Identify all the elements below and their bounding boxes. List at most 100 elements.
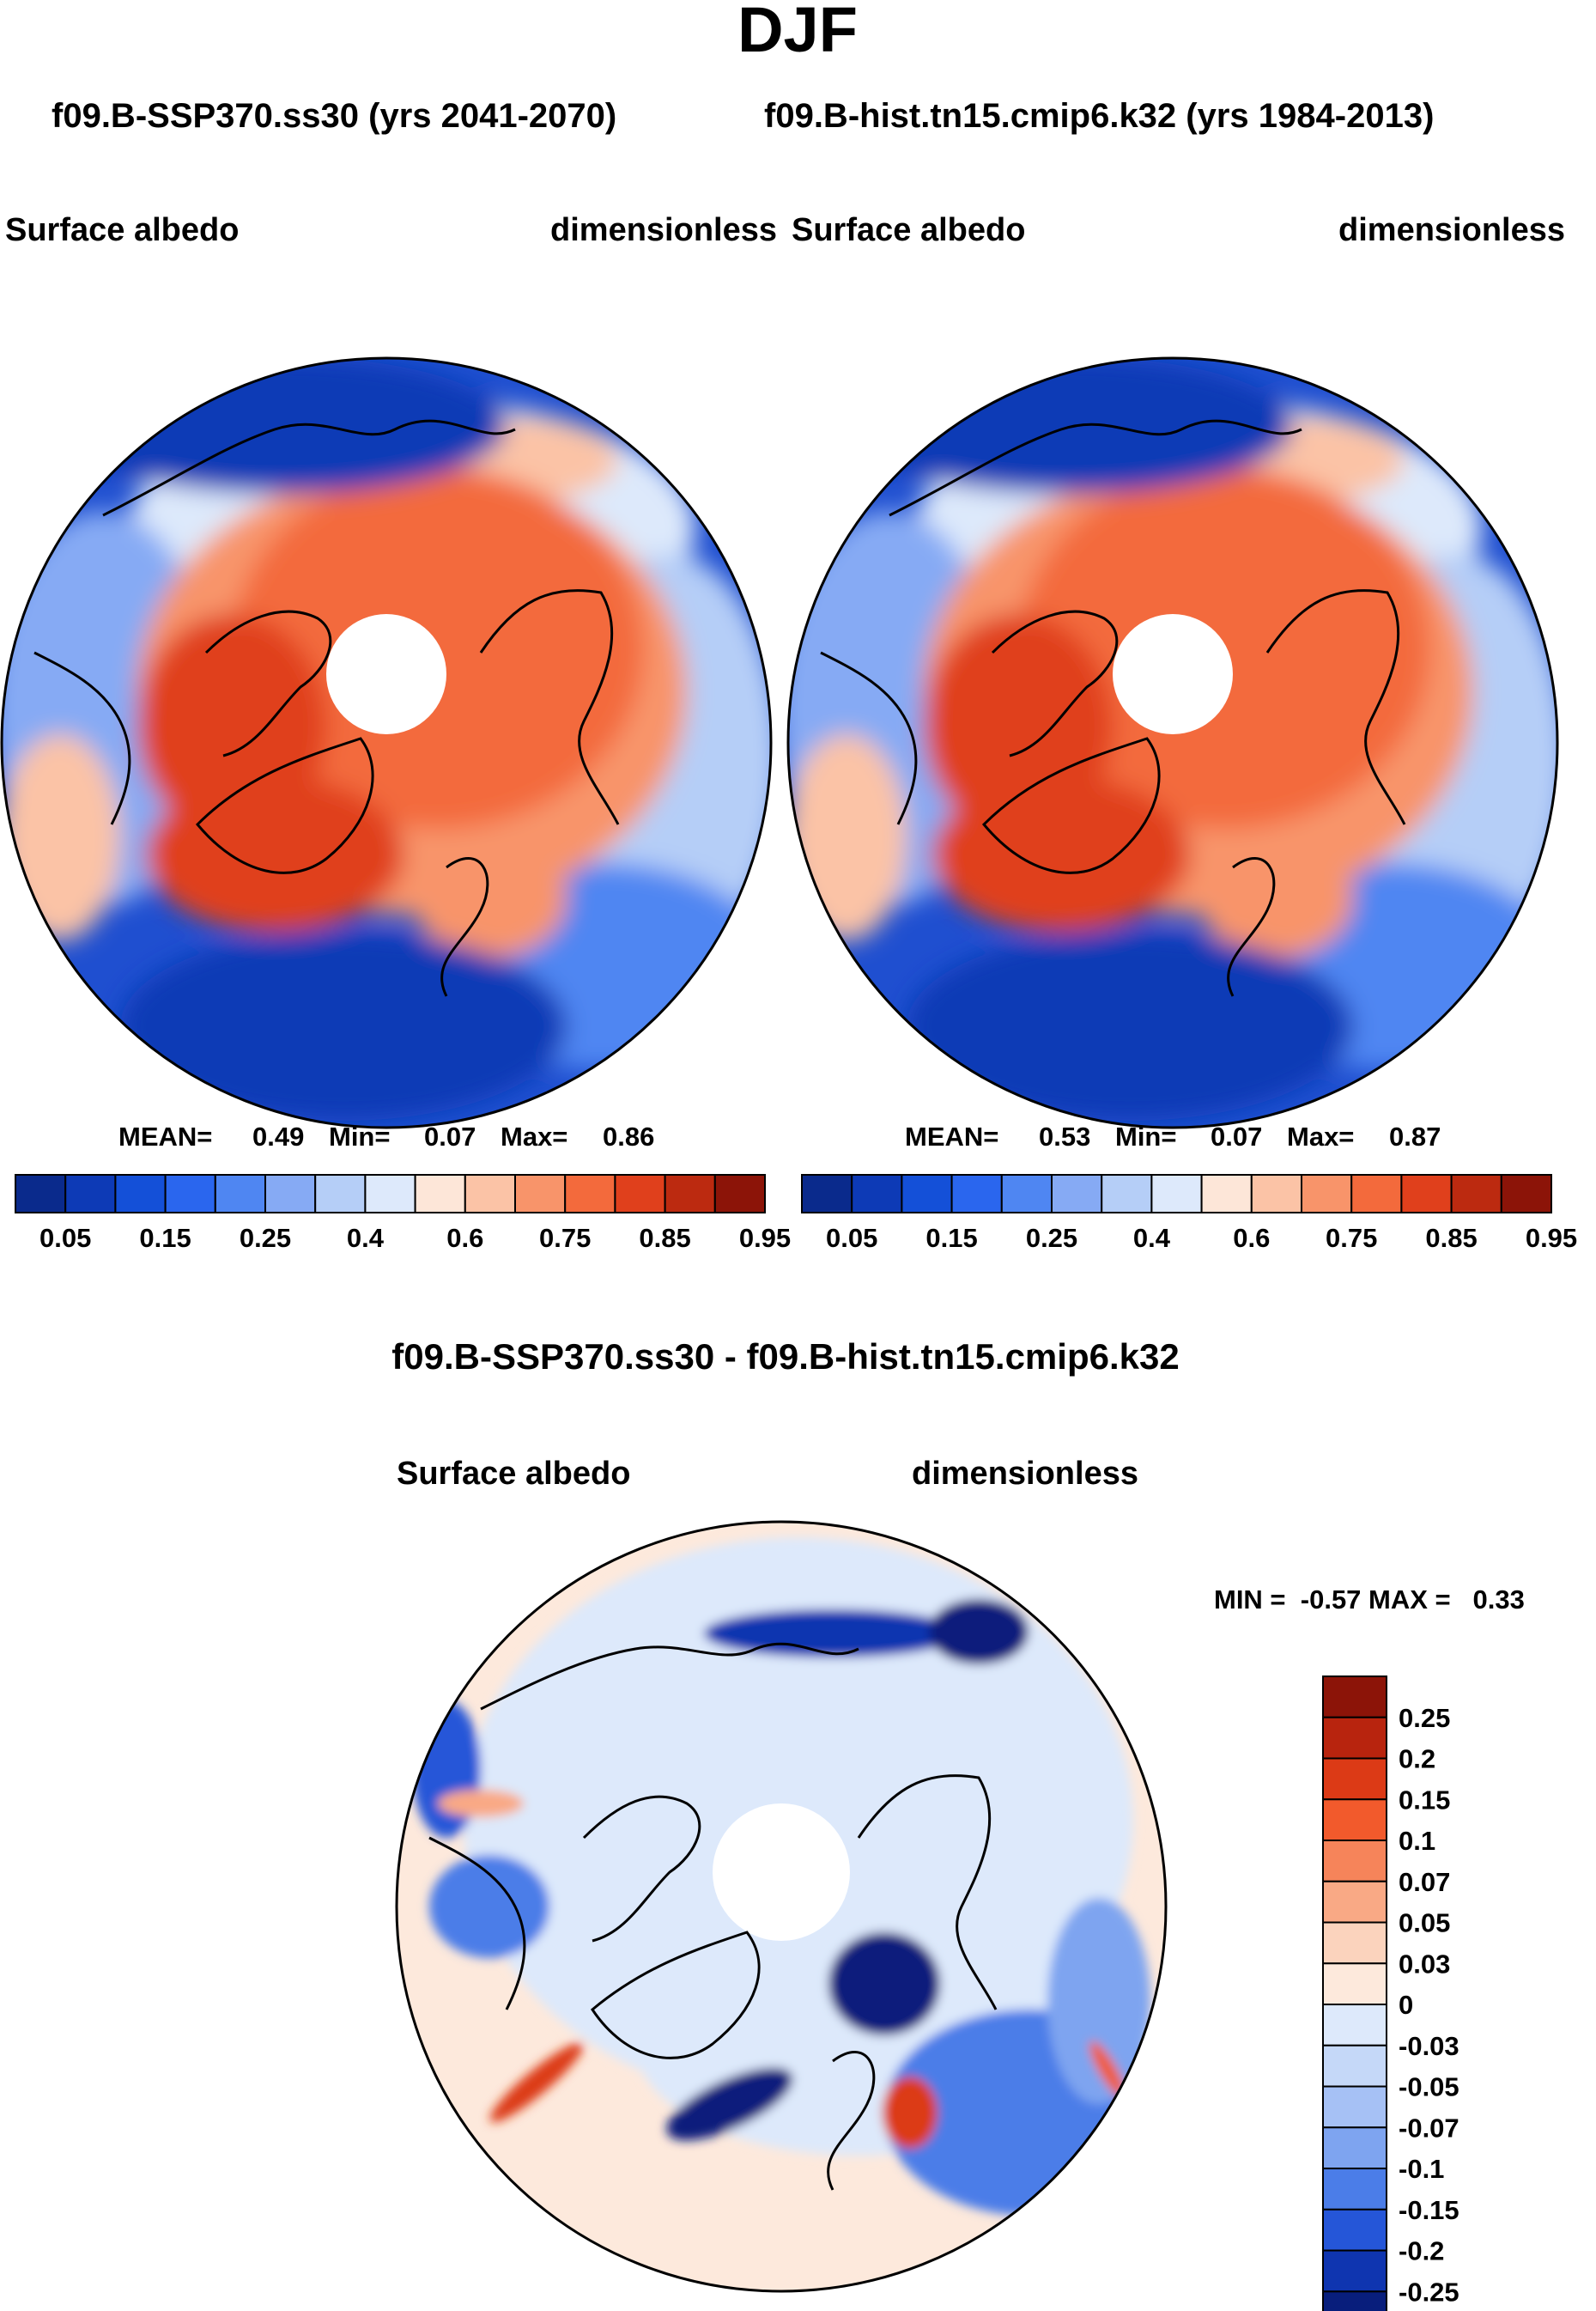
panel-future: Surface albedo dimensionless MEAN= 0.49 … [0,212,791,1253]
svg-text:Max=: Max= [1287,1122,1354,1152]
colorbar-swatch [1000,1174,1053,1213]
panel-future-map [0,348,781,1138]
colorbar-swatch [1322,2290,1387,2311]
colorbar-swatch [564,1174,616,1213]
colorbar-swatch [314,1174,367,1213]
colorbar-swatch [1322,1675,1387,1718]
colorbar-tick-label: -0.25 [1399,2277,1459,2307]
colorbar-swatch [64,1174,117,1213]
colorbar-tick-label: -0.2 [1399,2236,1444,2266]
colorbar-swatch [114,1174,167,1213]
colorbar-swatch [1322,1840,1387,1882]
colorbar-swatch [264,1174,317,1213]
colorbar-swatch [514,1174,567,1213]
colorbar-swatch [901,1174,953,1213]
colorbar-swatch [164,1174,216,1213]
colorbar-swatch [1400,1174,1453,1213]
colorbar-swatch [15,1174,67,1213]
panel-future-border [0,356,773,1129]
panel-historical-coastlines [820,419,1406,997]
svg-text:Min=: Min= [1115,1122,1176,1152]
season-title: DJF [737,0,858,65]
colorbar-swatch [364,1174,416,1213]
panel-future-units: dimensionless [550,212,777,248]
colorbar-swatch [1322,1798,1387,1842]
panel-historical-units: dimensionless [1338,212,1565,248]
svg-text:MEAN=: MEAN= [905,1122,998,1152]
colorbar-tick-label: 0.4 [347,1223,385,1253]
colorbar-tick-label: 0.07 [1399,1867,1450,1897]
colorbar-swatch [1322,2044,1387,2088]
panel-future-variable: Surface albedo [5,212,239,248]
colorbar-swatch [1051,1174,1103,1213]
colorbar-swatch [214,1174,267,1213]
colorbar-swatch [1450,1174,1502,1213]
colorbar-swatch [1322,1757,1387,1801]
colorbar-tick-label: 0.25 [240,1223,291,1253]
colorbar-swatch [851,1174,903,1213]
difference-border [395,1520,1168,2293]
colorbar-swatch [1322,2085,1387,2129]
svg-text:0.53: 0.53 [1039,1122,1090,1152]
svg-text:0.49: 0.49 [252,1122,304,1152]
colorbar-tick-label: 0.75 [1326,1223,1377,1253]
colorbar-swatch [713,1174,766,1213]
colorbar-tick-label: 0.1 [1399,1826,1435,1856]
colorbar-swatch [614,1174,666,1213]
colorbar-swatch [1322,2208,1387,2252]
colorbar-tick-label: 0.05 [39,1223,91,1253]
svg-text:0.86: 0.86 [603,1122,654,1152]
colorbar-swatch [801,1174,853,1213]
colorbar-swatch [1322,2126,1387,2170]
colorbar-swatch [1322,2168,1387,2211]
colorbar-tick-label: 0.25 [1399,1703,1450,1733]
colorbar-tick-label: 0.15 [925,1223,977,1253]
panel-difference: f09.B-SSP370.ss30 - f09.B-hist.tn15.cmip… [391,1336,1525,2311]
colorbar-swatch [464,1174,516,1213]
colorbar-tick-label: 0.75 [539,1223,591,1253]
experiment-title-right: f09.B-hist.tn15.cmip6.k32 (yrs 1984-2013… [764,97,1434,135]
colorbar-tick-label: 0.4 [1133,1223,1171,1253]
difference-minmax: MIN = -0.57 MAX = 0.33 [1214,1584,1525,1615]
difference-title: f09.B-SSP370.ss30 - f09.B-hist.tn15.cmip… [391,1336,1179,1377]
colorbar-tick-label: -0.15 [1399,2195,1459,2225]
colorbar-tick-label: 0.95 [1526,1223,1577,1253]
colorbar-swatch [1322,1921,1387,1965]
colorbar-swatch [1322,1880,1387,1924]
panel-historical-map [778,348,1568,1138]
svg-text:MEAN=: MEAN= [118,1122,212,1152]
panel-historical-stats: MEAN= 0.53 Min= 0.07 Max= 0.87 [905,1122,1441,1152]
colorbar-swatch [1322,1962,1387,2006]
colorbar-swatch [1301,1174,1353,1213]
difference-units: dimensionless [912,1456,1138,1492]
colorbar-swatch [1350,1174,1403,1213]
colorbar-tick-label: -0.1 [1399,2154,1444,2184]
panel-future-stats: MEAN= 0.49 Min= 0.07 Max= 0.86 [118,1122,654,1152]
svg-text:0.07: 0.07 [424,1122,476,1152]
colorbar-swatch [1322,2004,1387,2046]
colorbar-swatch [1500,1174,1553,1213]
colorbar-swatch [1250,1174,1303,1213]
colorbar-tick-label: -0.05 [1399,2072,1459,2102]
colorbar-swatch [1322,1716,1387,1760]
colorbar-tick-label: -0.07 [1399,2113,1459,2143]
colorbar-tick-label: 0.15 [1399,1785,1450,1815]
panel-historical-colorbar: 0.05 0.15 0.25 0.4 0.6 0.75 0.85 0.95 [801,1174,1577,1253]
colorbar-tick-label: -0.03 [1399,2031,1459,2061]
difference-colorbar: 0.25 0.2 0.15 0.1 0.07 0.05 0.03 0 -0.03 -0.05 -0.… [1322,1675,1459,2311]
colorbar-tick-label: 0.25 [1026,1223,1077,1253]
panel-historical-border [786,356,1559,1129]
colorbar-swatch [664,1174,716,1213]
colorbar-tick-label: 0.95 [739,1223,791,1253]
colorbar-swatch [414,1174,466,1213]
colorbar-swatch [1322,2249,1387,2293]
colorbar-tick-label: 0.15 [139,1223,191,1253]
colorbar-tick-label: 0.85 [639,1223,690,1253]
difference-coastlines [428,1642,998,2191]
panel-future-colorbar: 0.05 0.15 0.25 0.4 0.6 0.75 0.85 0.95 [15,1174,791,1253]
panel-future-coastlines [33,419,620,997]
svg-text:Min=: Min= [329,1122,390,1152]
panel-historical: Surface albedo dimensionless MEAN= 0.53 … [778,212,1577,1253]
difference-map [397,1522,1166,2291]
